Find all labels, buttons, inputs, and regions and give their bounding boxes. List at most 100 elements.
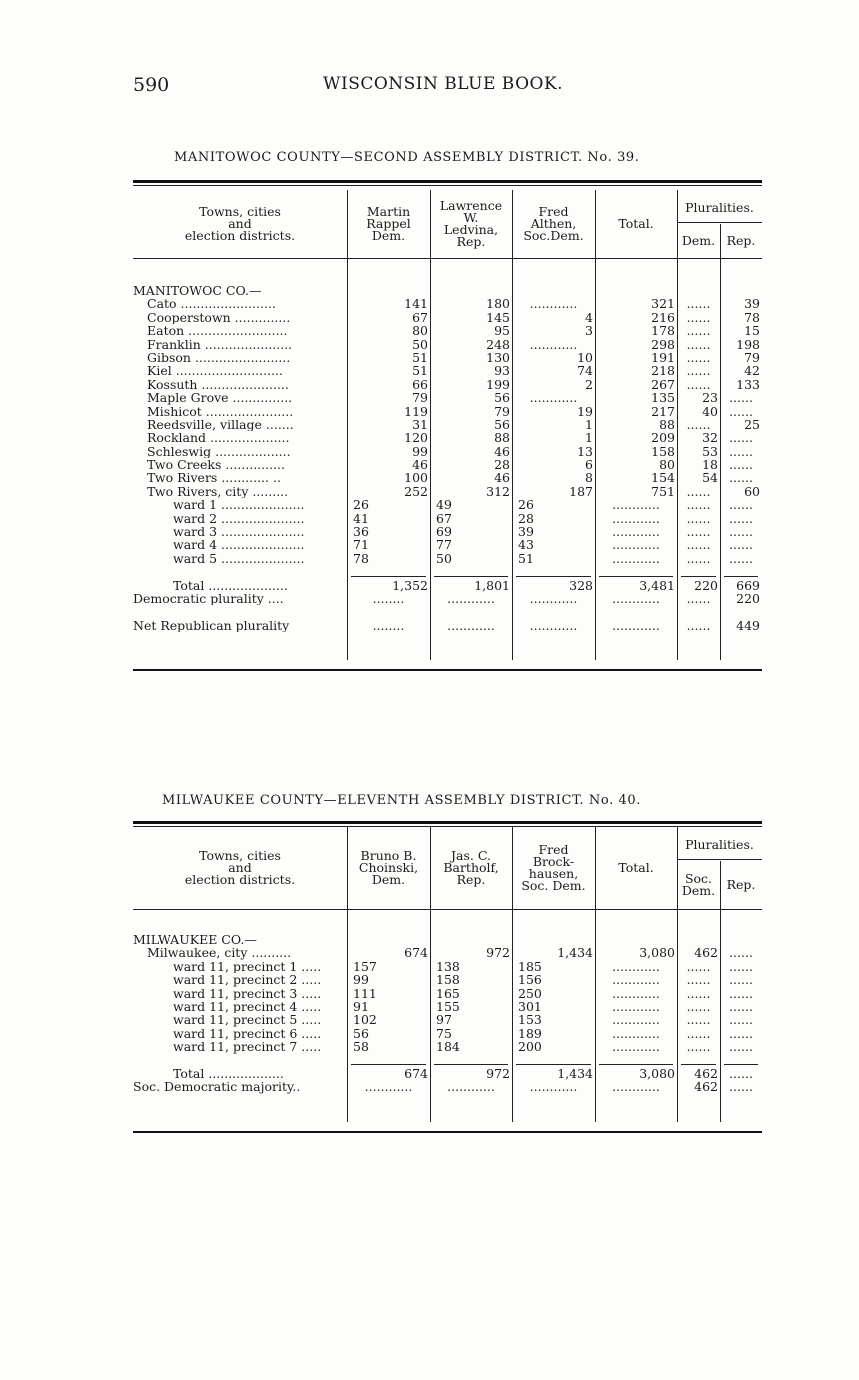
header-line: Althen,: [530, 216, 577, 231]
table-row: Mishicot ...................... 119 79 19 21…: [133, 403, 762, 419]
top-rule-thin: [133, 185, 762, 186]
table-row: Total ................... 674 972 1,434 3,08…: [133, 1066, 762, 1080]
header-line: Fred: [538, 842, 569, 857]
cell-col-1: 36: [353, 524, 369, 540]
header-line: Rep.: [726, 233, 756, 248]
cell-col-1: 141: [404, 296, 428, 312]
cell-col-2: 79: [494, 403, 510, 419]
column-divider: [720, 861, 721, 1122]
cell-col-1: 67: [412, 309, 428, 325]
total-rule: [434, 1064, 508, 1065]
cell-col-4: ............: [612, 1080, 660, 1094]
cell-col-6: ......: [729, 404, 753, 418]
cell-col-4: ............: [612, 511, 660, 526]
district-name: ward 2 .....................: [173, 511, 305, 526]
cell-col-1: 102: [353, 1012, 377, 1028]
district-name: ward 11, precinct 7 .....: [173, 1040, 322, 1054]
total-rule: [516, 1064, 591, 1065]
cell-col-6: ......: [729, 973, 753, 987]
cell-col-3: 1,434: [557, 945, 593, 961]
cell-col-5: ......: [686, 618, 711, 633]
total-rule: [434, 575, 508, 577]
district-name: Two Creeks ...............: [147, 458, 285, 472]
cell-col-2: 180: [486, 296, 510, 312]
header-line: Rep.: [456, 234, 486, 249]
cell-col-6: 449: [736, 617, 760, 633]
header-line: Total.: [618, 860, 654, 875]
cell-col-2: 165: [436, 985, 460, 1001]
cell-col-2: 46: [494, 470, 510, 486]
header-line: Dem.: [371, 228, 406, 243]
table-row: Reedsville, village ....... 31 56 1 88......…: [133, 416, 762, 432]
table-row: ward 1 ..................... 26 49 26......…: [133, 497, 762, 513]
cell-col-2: 248: [486, 336, 510, 352]
cell-col-1: 80: [412, 323, 428, 339]
cell-col-2: 49: [436, 497, 452, 513]
district-name: Franklin ......................: [147, 337, 293, 351]
cell-col-1: 674: [404, 945, 428, 961]
cell-col-5: ......: [686, 364, 711, 378]
header-district: Towns, cities and election districts.: [133, 849, 347, 887]
cell-col-1: 79: [412, 390, 428, 406]
header-line: Martin: [366, 204, 411, 219]
cell-col-3: ............: [529, 337, 578, 351]
cell-col-5: ......: [686, 350, 711, 365]
cell-col-5: ......: [686, 551, 711, 566]
cell-col-3: ............: [529, 297, 578, 311]
cell-col-4: 321: [651, 296, 675, 312]
cell-col-4: ............: [612, 538, 660, 552]
cell-col-4: ............: [612, 959, 660, 974]
cell-col-6: ......: [729, 986, 753, 1000]
cell-col-2: 75: [436, 1025, 452, 1041]
cell-col-4: ............: [612, 618, 660, 633]
cell-col-4: 154: [651, 470, 675, 486]
cell-col-1: 56: [353, 1025, 369, 1041]
cell-col-5: ......: [686, 973, 711, 987]
cell-col-4: 3,481: [639, 577, 675, 593]
column-divider: [347, 190, 348, 660]
cell-col-4: ............: [612, 1040, 660, 1054]
cell-col-2: 972: [486, 945, 510, 961]
cell-col-4: 216: [651, 309, 675, 325]
cell-col-2: 28: [494, 457, 510, 473]
cell-col-2: 145: [486, 309, 510, 325]
cell-col-2: 67: [436, 510, 452, 526]
cell-col-2: 1,801: [474, 577, 510, 593]
total-rule: [724, 1064, 758, 1065]
cell-col-5: 53: [702, 443, 718, 459]
cell-col-4: ............: [612, 1026, 660, 1041]
header-line: election districts.: [184, 872, 296, 887]
table-row: Eaton ......................... 80 95 3 178.…: [133, 323, 762, 339]
cell-col-4: ............: [612, 1013, 660, 1027]
cell-col-5: ......: [686, 1040, 711, 1054]
cell-col-6: 15: [744, 323, 760, 339]
cell-col-3: 39: [518, 524, 534, 540]
column-divider: [595, 190, 596, 660]
cell-col-4: 751: [651, 483, 675, 499]
cell-col-6: 25: [744, 416, 760, 432]
table-row: ward 11, precinct 5 ..... 102 97 153.......…: [133, 1012, 762, 1028]
cell-col-6: ......: [729, 1026, 753, 1041]
district-name: ward 4 .....................: [173, 538, 305, 552]
header-line: and: [228, 216, 252, 231]
header-plur_a: Soc. Dem.: [677, 872, 720, 897]
header-pluralities: Pluralities.: [685, 837, 754, 852]
table-row: Cato ........................ 141 180.....…: [133, 296, 762, 312]
cell-col-6: 79: [744, 349, 760, 365]
cell-col-3: 26: [518, 497, 534, 513]
cell-col-3: 189: [518, 1025, 542, 1041]
district-name: Kossuth ......................: [147, 377, 289, 392]
table-row: ward 3 ..................... 36 69 39......…: [133, 524, 762, 540]
header-line: Ledvina,: [443, 222, 499, 237]
cell-col-2: 88: [494, 430, 510, 446]
header-plur_b: Rep.: [720, 233, 762, 248]
district-name: MILWAUKEE CO.—: [133, 933, 257, 947]
table-row: ward 11, precinct 7 ..... 58 184 200.......…: [133, 1040, 762, 1054]
cell-col-2: ............: [447, 1080, 495, 1094]
top-rule-thin: [133, 826, 762, 827]
district-name: Two Rivers ............ ..: [147, 471, 281, 485]
header-line: hausen,: [528, 866, 579, 881]
header-plur_a: Dem.: [677, 234, 720, 247]
cell-col-5: 54: [702, 470, 718, 486]
cell-col-2: 50: [436, 550, 452, 566]
